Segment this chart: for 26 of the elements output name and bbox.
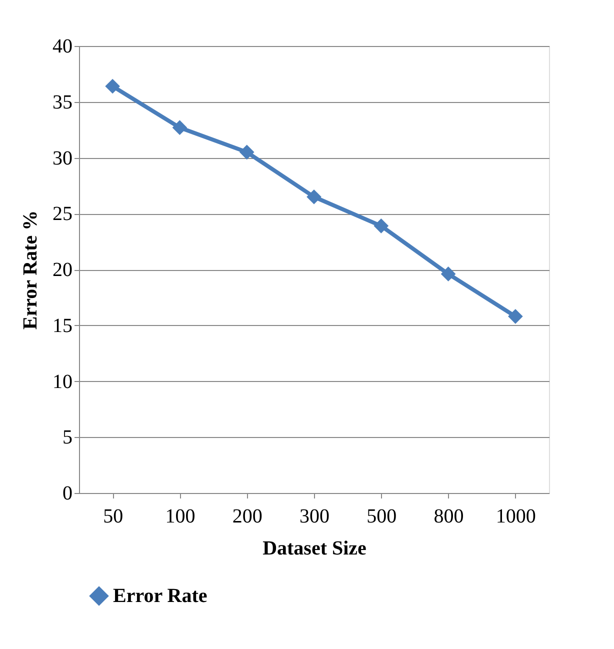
x-tick-label: 50 [103, 506, 124, 528]
y-tick-label: 10 [52, 370, 72, 393]
legend-label: Error Rate [113, 585, 208, 607]
point [105, 78, 120, 94]
y-tick-label: 35 [52, 91, 72, 114]
y-tick-label: 5 [62, 426, 72, 449]
y-tick-label: 25 [52, 203, 72, 226]
point [239, 144, 254, 160]
x-tick-label: 300 [300, 506, 330, 528]
x-tick-label: 500 [366, 506, 397, 528]
x-tick-label: 200 [232, 506, 262, 528]
x-axis-title: Dataset Size [262, 538, 367, 560]
y-tick-label: 20 [52, 259, 72, 281]
point [306, 189, 322, 204]
x-tick-label: 1000 [496, 506, 536, 528]
x-tick-label: 800 [434, 506, 464, 528]
y-axis-title: Error Rate % [20, 210, 42, 330]
y-tick-label: 30 [52, 147, 72, 170]
y-tick-label: 0 [62, 482, 72, 504]
y-tick-label: 40 [52, 36, 72, 58]
point [374, 218, 389, 234]
point [172, 120, 188, 135]
y-tick-label: 15 [52, 314, 72, 337]
point [440, 266, 456, 282]
point [508, 309, 523, 324]
x-tick-label: 100 [165, 506, 196, 528]
